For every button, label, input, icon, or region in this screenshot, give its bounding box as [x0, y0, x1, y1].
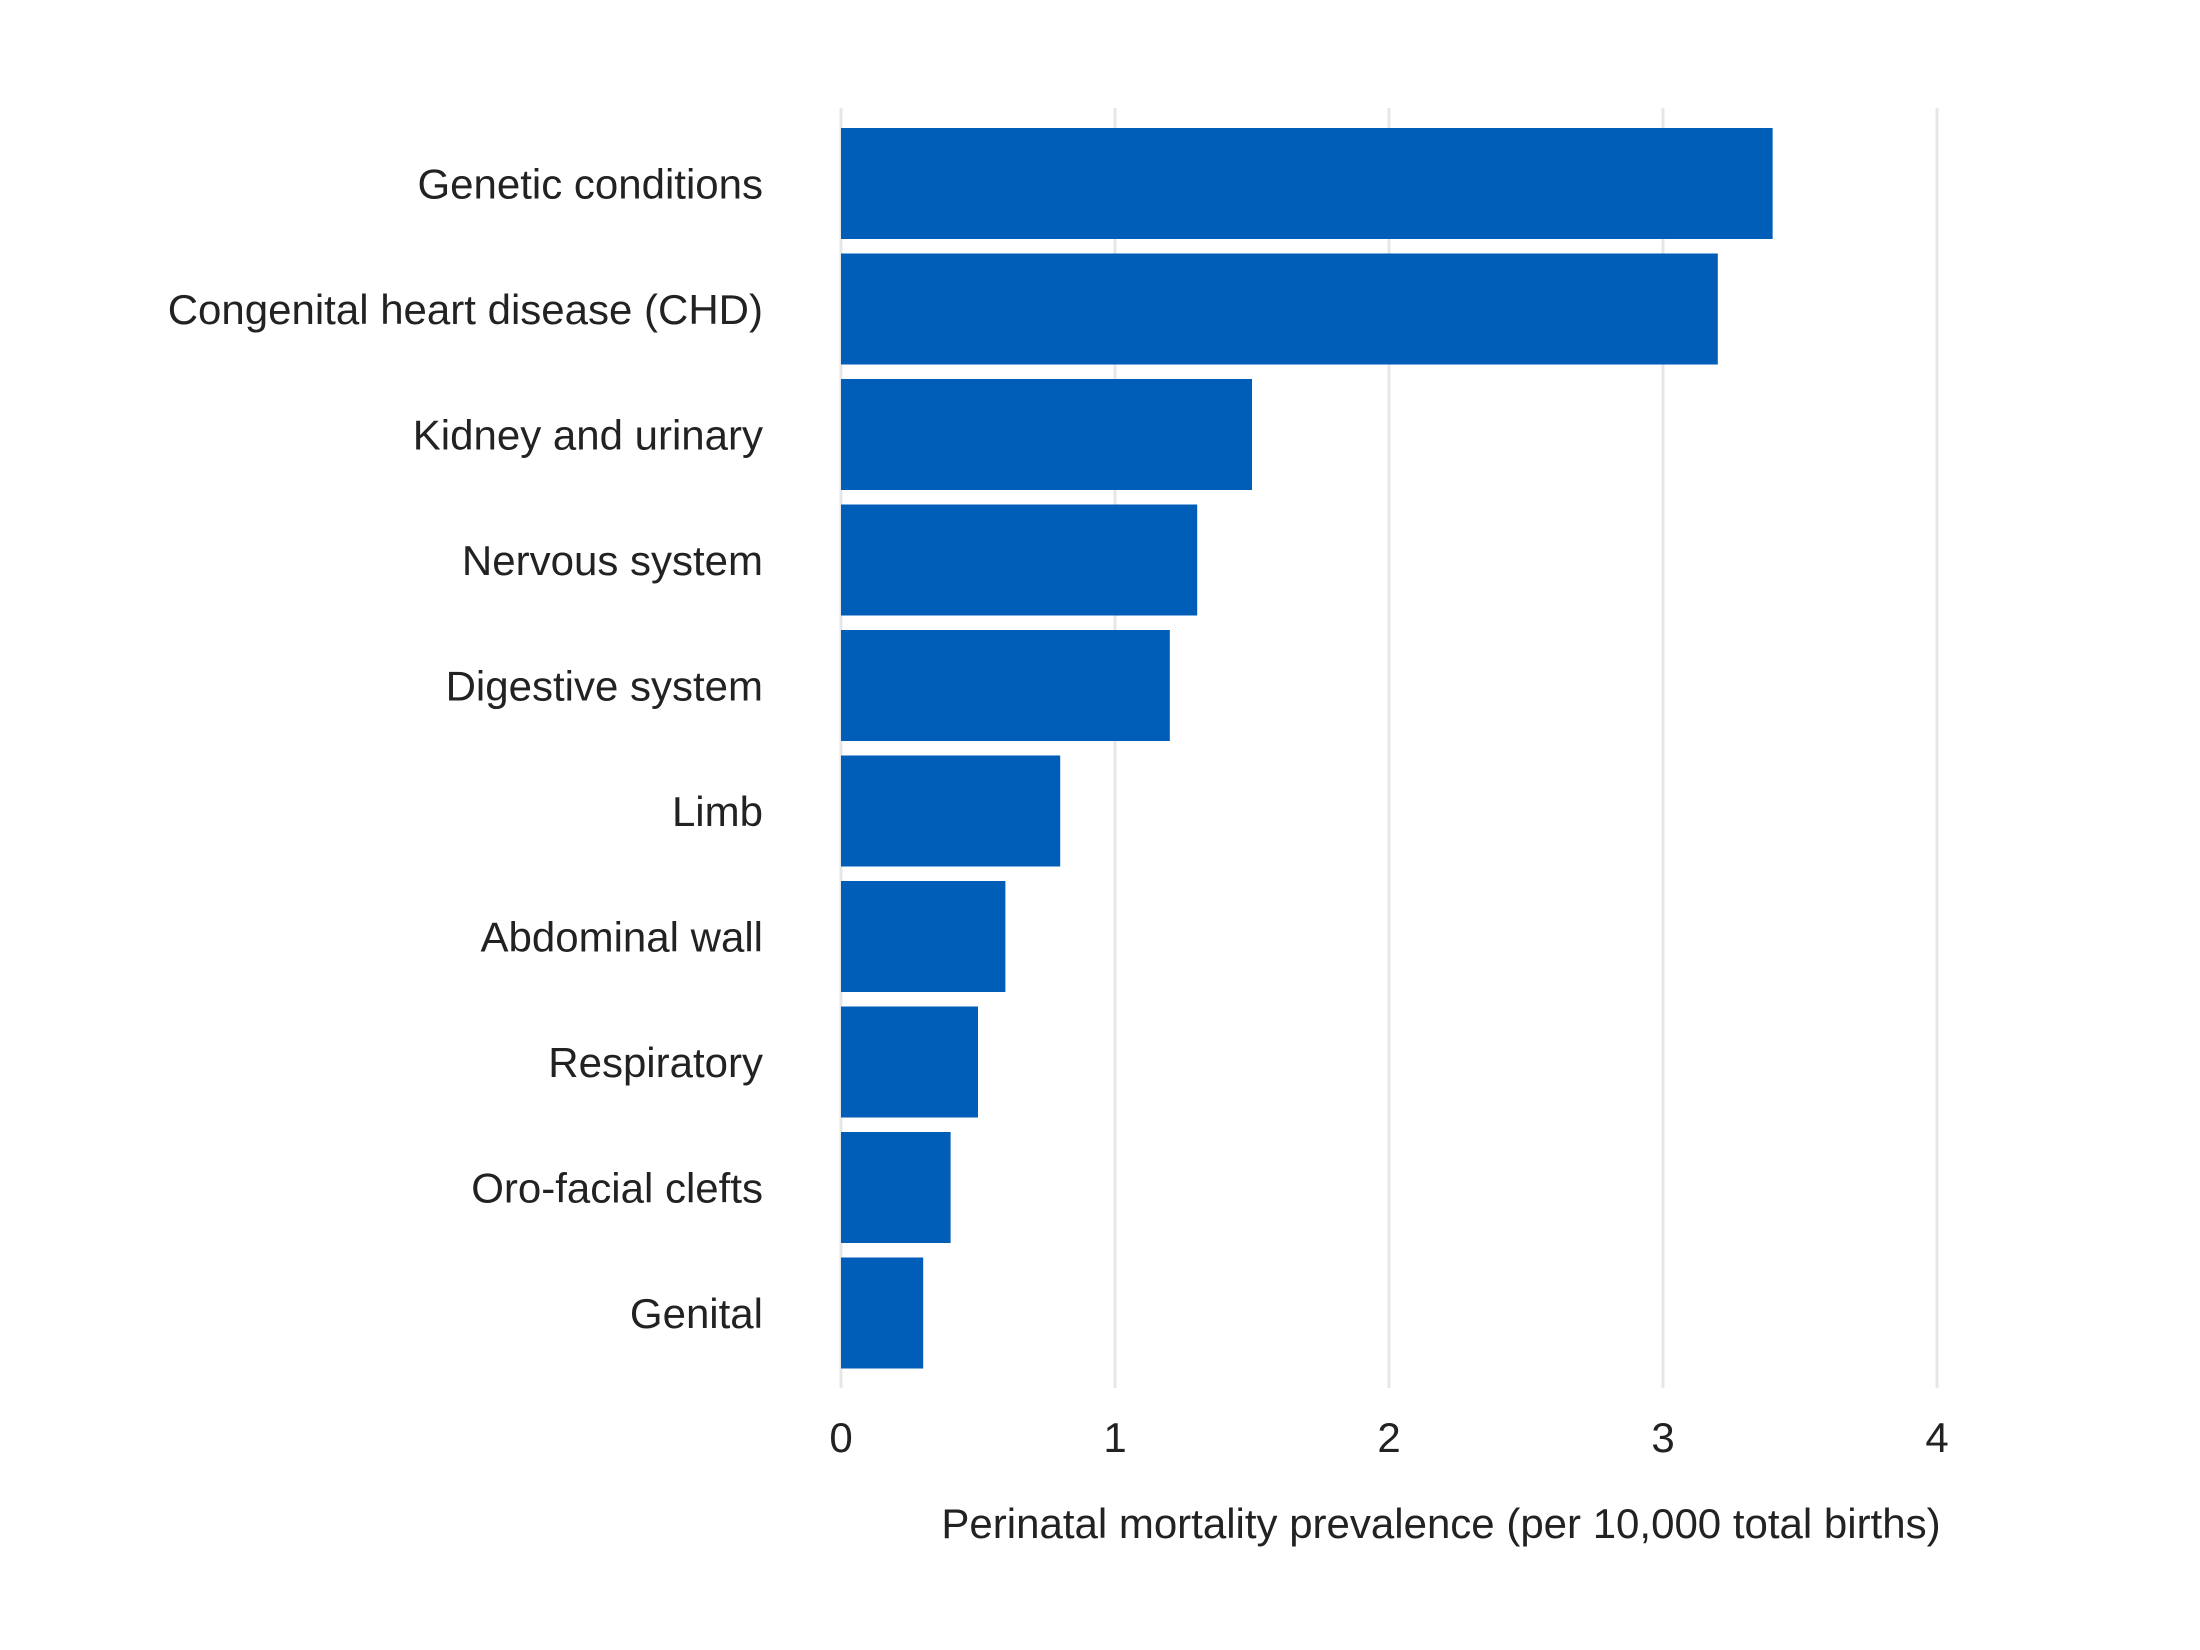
category-label: Nervous system: [462, 537, 763, 584]
x-axis-title: Perinatal mortality prevalence (per 10,0…: [941, 1500, 1940, 1547]
x-tick-label: 4: [1925, 1414, 1948, 1461]
bar: [841, 881, 1006, 992]
bar: [841, 128, 1773, 239]
bar: [841, 253, 1718, 365]
category-label: Genetic conditions: [417, 161, 763, 208]
category-label: Abdominal wall: [481, 914, 763, 961]
bar: [841, 1006, 978, 1118]
category-label: Congenital heart disease (CHD): [168, 286, 763, 333]
category-label: Genital: [630, 1290, 763, 1337]
bar: [841, 379, 1252, 490]
category-label: Kidney and urinary: [413, 412, 763, 459]
bar: [841, 630, 1170, 741]
category-labels: Genetic conditions Congenital heart disea…: [168, 161, 763, 1338]
x-tick-labels: 0 1 2 3 4: [829, 1414, 1948, 1461]
category-label: Limb: [672, 788, 763, 835]
category-label: Respiratory: [548, 1039, 763, 1086]
bar: [841, 755, 1061, 867]
x-tick-label: 2: [1377, 1414, 1400, 1461]
bars: [841, 128, 1773, 1369]
bar: [841, 1257, 924, 1369]
category-label: Digestive system: [446, 663, 763, 710]
x-tick-label: 1: [1103, 1414, 1126, 1461]
x-tick-label: 0: [829, 1414, 852, 1461]
category-label: Oro-facial clefts: [471, 1165, 763, 1212]
x-tick-label: 3: [1651, 1414, 1674, 1461]
bar: [841, 504, 1198, 616]
bar: [841, 1132, 951, 1243]
